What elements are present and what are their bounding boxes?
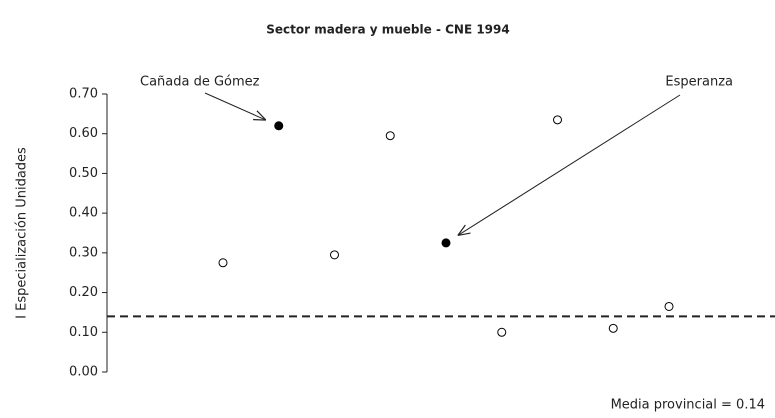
chart-title: Sector madera y mueble - CNE 1994 bbox=[266, 23, 509, 37]
y-tick-label: 0.30 bbox=[69, 245, 98, 260]
annotation-arrow bbox=[204, 92, 266, 120]
point bbox=[497, 327, 507, 337]
point bbox=[218, 258, 228, 268]
point bbox=[330, 250, 339, 260]
y-tick-label: 0.20 bbox=[69, 285, 98, 300]
point bbox=[553, 115, 562, 125]
annotation: Cañada de Gómez bbox=[140, 75, 260, 90]
point bbox=[274, 121, 284, 131]
y-tick-label: 0.00 bbox=[69, 365, 98, 380]
annotation: Esperanza bbox=[665, 75, 733, 90]
point bbox=[664, 301, 674, 311]
annotation-arrow bbox=[458, 94, 681, 235]
y-tick-label: 0.50 bbox=[69, 166, 98, 181]
y-tick-label: 0.40 bbox=[69, 206, 98, 221]
y-tick-label: 0.60 bbox=[69, 126, 98, 141]
reference-label: Media provincial = 0.14 bbox=[611, 398, 765, 413]
point bbox=[608, 323, 618, 333]
point bbox=[385, 131, 395, 141]
y-axis-label: I Especialización Unidades bbox=[15, 147, 30, 319]
point bbox=[441, 238, 451, 248]
y-tick-label: 0.70 bbox=[69, 87, 98, 102]
y-tick-label: 0.10 bbox=[69, 325, 98, 340]
